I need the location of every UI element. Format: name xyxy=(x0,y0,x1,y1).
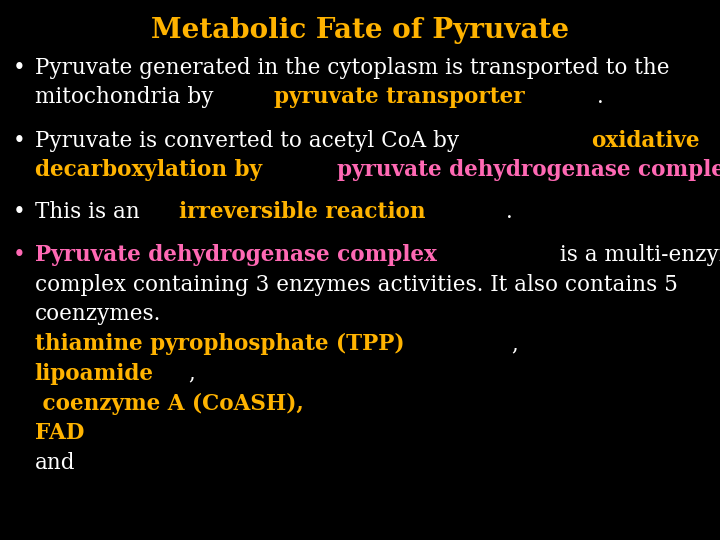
Text: Pyruvate is converted to acetyl CoA by: Pyruvate is converted to acetyl CoA by xyxy=(35,130,466,152)
Text: coenzyme A (CoASH),: coenzyme A (CoASH), xyxy=(35,393,303,415)
Text: •: • xyxy=(13,57,26,79)
Text: and: and xyxy=(35,452,75,474)
Text: ,: , xyxy=(188,363,195,385)
Text: .: . xyxy=(597,86,604,109)
Text: Pyruvate dehydrogenase complex: Pyruvate dehydrogenase complex xyxy=(35,244,436,266)
Text: irreversible reaction: irreversible reaction xyxy=(179,201,433,223)
Text: is a multi-enzyme: is a multi-enzyme xyxy=(553,244,720,266)
Text: lipoamide: lipoamide xyxy=(35,363,153,385)
Text: pyruvate dehydrogenase complex: pyruvate dehydrogenase complex xyxy=(337,159,720,181)
Text: complex containing 3 enzymes activities. It also contains 5: complex containing 3 enzymes activities.… xyxy=(35,274,678,296)
Text: pyruvate transporter: pyruvate transporter xyxy=(274,86,524,109)
Text: mitochondria by: mitochondria by xyxy=(35,86,220,109)
Text: thiamine pyrophosphate (TPP): thiamine pyrophosphate (TPP) xyxy=(35,333,404,355)
Text: This is an: This is an xyxy=(35,201,146,223)
Text: Pyruvate generated in the cytoplasm is transported to the: Pyruvate generated in the cytoplasm is t… xyxy=(35,57,669,79)
Text: coenzymes.: coenzymes. xyxy=(35,303,161,326)
Text: .: . xyxy=(506,201,513,223)
Text: Metabolic Fate of Pyruvate: Metabolic Fate of Pyruvate xyxy=(151,17,569,44)
Text: oxidative: oxidative xyxy=(590,130,699,152)
Text: decarboxylation by: decarboxylation by xyxy=(35,159,269,181)
Text: •: • xyxy=(13,130,26,152)
Text: •: • xyxy=(13,201,26,223)
Text: •: • xyxy=(13,244,26,266)
Text: ,: , xyxy=(511,333,518,355)
Text: FAD: FAD xyxy=(35,422,84,444)
